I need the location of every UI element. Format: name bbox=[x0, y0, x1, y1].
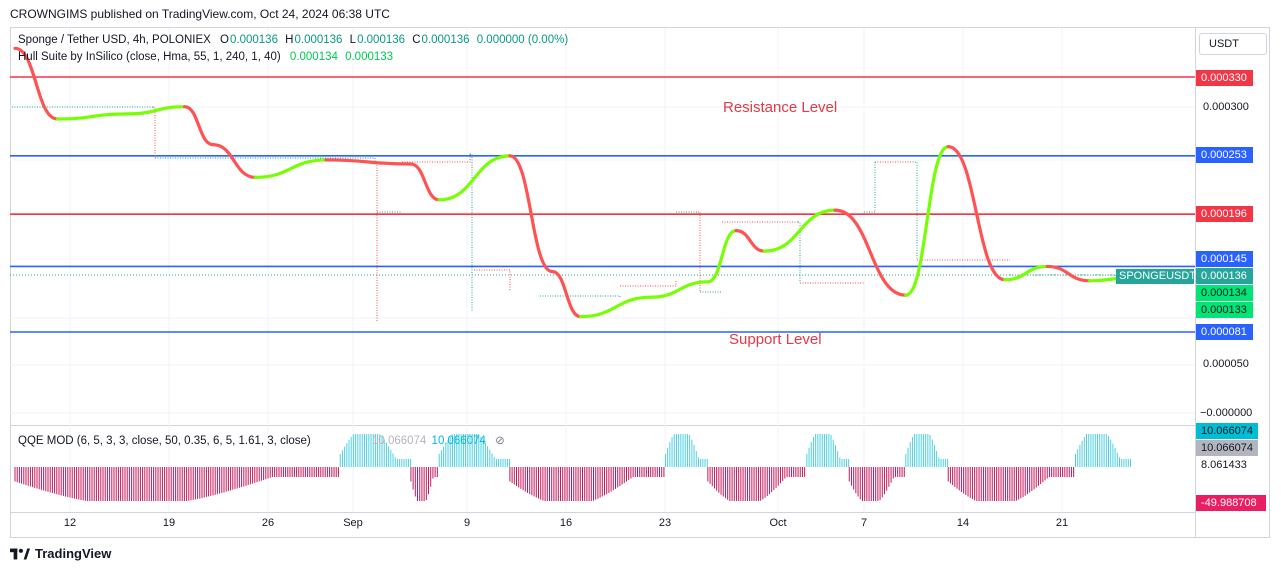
price-axis-separator bbox=[1195, 27, 1196, 538]
level-badge-resistance-1: 0.000196 bbox=[1196, 206, 1253, 222]
qqe-value-2: 10.066074 bbox=[431, 435, 486, 447]
hull-segment bbox=[126, 105, 187, 116]
price-step bbox=[402, 154, 471, 163]
qqe-badge-magenta: -49.988708 bbox=[1196, 495, 1266, 511]
price-step bbox=[153, 106, 156, 158]
hull-segment bbox=[183, 105, 215, 147]
eye-slash-icon[interactable]: ⊘ bbox=[495, 435, 505, 447]
price-step bbox=[155, 157, 376, 162]
hull-segment bbox=[579, 295, 653, 319]
hull-value-2: 0.000133 bbox=[345, 51, 394, 63]
hull-legend[interactable]: Hull Suite by InSilico (close, Hma, 55, … bbox=[18, 51, 393, 63]
level-badge-support-1: 0.000081 bbox=[1196, 324, 1253, 340]
price-step bbox=[620, 280, 677, 287]
currency-selector[interactable]: USDT bbox=[1199, 33, 1267, 55]
hull-segment bbox=[508, 154, 554, 274]
price-step bbox=[470, 153, 473, 312]
chart-frame bbox=[10, 27, 1270, 538]
hull-segment bbox=[762, 208, 837, 253]
time-tick-label: 12 bbox=[63, 517, 77, 529]
publish-caption: CROWNGIMS published on TradingView.com, … bbox=[10, 7, 390, 21]
time-tick-label: 14 bbox=[956, 517, 970, 529]
price-tick-label: −0.000000 bbox=[1200, 407, 1253, 419]
hull-segment bbox=[211, 142, 257, 179]
qqe-badge-white: 8.061433 bbox=[1196, 457, 1258, 473]
tradingview-logo[interactable]: TradingView bbox=[10, 546, 111, 561]
price-step bbox=[474, 269, 511, 290]
price-step bbox=[698, 211, 701, 292]
hull-badge-2: 0.000133 bbox=[1196, 302, 1253, 318]
price-step bbox=[540, 295, 621, 298]
hull-segment bbox=[1045, 264, 1092, 283]
time-tick-label: Oct bbox=[769, 517, 787, 529]
brand-name: TradingView bbox=[35, 546, 112, 561]
tradingview-logo-icon bbox=[10, 548, 30, 559]
last-price-badge: 0.000136 bbox=[1196, 268, 1253, 284]
hull-segment bbox=[904, 145, 950, 297]
resistance-annotation: Resistance Level bbox=[723, 99, 838, 116]
hull-segment bbox=[734, 229, 767, 253]
pane-separator[interactable] bbox=[10, 425, 1195, 426]
open-value: 0.000136 bbox=[230, 34, 278, 46]
price-tick-label: 0.000050 bbox=[1203, 358, 1249, 370]
low-label: L bbox=[349, 34, 357, 46]
hull-segment bbox=[649, 280, 710, 299]
close-label: C bbox=[412, 34, 421, 46]
hull-segment bbox=[324, 158, 413, 166]
high-label: H bbox=[285, 34, 294, 46]
hull-badge-1: 0.000134 bbox=[1196, 285, 1253, 301]
time-tick-label: 26 bbox=[261, 517, 275, 529]
qqe-badge-cyan: 10.066074 bbox=[1196, 423, 1258, 439]
level-badge-support-2: 0.000145 bbox=[1196, 251, 1253, 267]
time-tick-label: 9 bbox=[463, 517, 471, 529]
price-step bbox=[798, 221, 801, 283]
time-tick-label: Sep bbox=[343, 517, 363, 529]
time-axis-separator bbox=[10, 512, 1195, 513]
price-tick-label: 0.000300 bbox=[1203, 101, 1249, 113]
level-badge-resistance-2: 0.000253 bbox=[1196, 147, 1253, 163]
low-value: 0.000136 bbox=[357, 34, 406, 46]
qqe-value-1: 10.066074 bbox=[371, 435, 427, 447]
hull-segment bbox=[833, 208, 908, 297]
hull-segment bbox=[55, 112, 130, 121]
hull-segment bbox=[409, 162, 441, 202]
hull-label[interactable]: Hull Suite by InSilico (close, Hma, 55, … bbox=[18, 51, 281, 63]
symbol-name[interactable]: Sponge / Tether USD, 4h, POLONIEX bbox=[18, 34, 211, 46]
hull-segment bbox=[437, 154, 512, 202]
horizontal-levels bbox=[10, 76, 1195, 333]
time-tick-label: 19 bbox=[162, 517, 176, 529]
price-step bbox=[1010, 274, 1116, 277]
hull-segment bbox=[13, 46, 60, 121]
hull-segment bbox=[1003, 264, 1049, 282]
qqe-badge-gray: 10.066074 bbox=[1196, 440, 1258, 456]
hull-suite-line bbox=[13, 46, 1134, 319]
hull-segment bbox=[550, 269, 583, 319]
hull-value-1: 0.000134 bbox=[289, 51, 338, 63]
hull-segment bbox=[706, 229, 738, 284]
price-step bbox=[915, 161, 918, 260]
price-step bbox=[864, 162, 876, 213]
qqe-histogram bbox=[14, 434, 1131, 501]
hull-segment bbox=[946, 145, 1007, 282]
change-value: 0.000000 (0.00%) bbox=[476, 34, 569, 46]
qqe-label[interactable]: QQE MOD (6, 5, 3, 3, close, 50, 0.35, 6,… bbox=[18, 435, 311, 447]
symbol-badge: SPONGEUSDT bbox=[1116, 269, 1196, 284]
price-step bbox=[375, 161, 378, 322]
time-tick-label: 7 bbox=[860, 517, 868, 529]
qqe-legend[interactable]: QQE MOD (6, 5, 3, 3, close, 50, 0.35, 6,… bbox=[18, 433, 505, 447]
time-tick-label: 23 bbox=[658, 517, 672, 529]
hull-segment bbox=[253, 158, 328, 179]
high-value: 0.000136 bbox=[294, 34, 343, 46]
close-value: 0.000136 bbox=[421, 34, 470, 46]
open-label: O bbox=[220, 34, 229, 46]
level-badge-resistance-high: 0.000330 bbox=[1196, 70, 1253, 86]
symbol-legend[interactable]: Sponge / Tether USD, 4h, POLONIEX O0.000… bbox=[18, 34, 568, 46]
time-tick-label: 16 bbox=[559, 517, 573, 529]
support-annotation: Support Level bbox=[729, 331, 822, 348]
time-tick-label: 21 bbox=[1055, 517, 1069, 529]
